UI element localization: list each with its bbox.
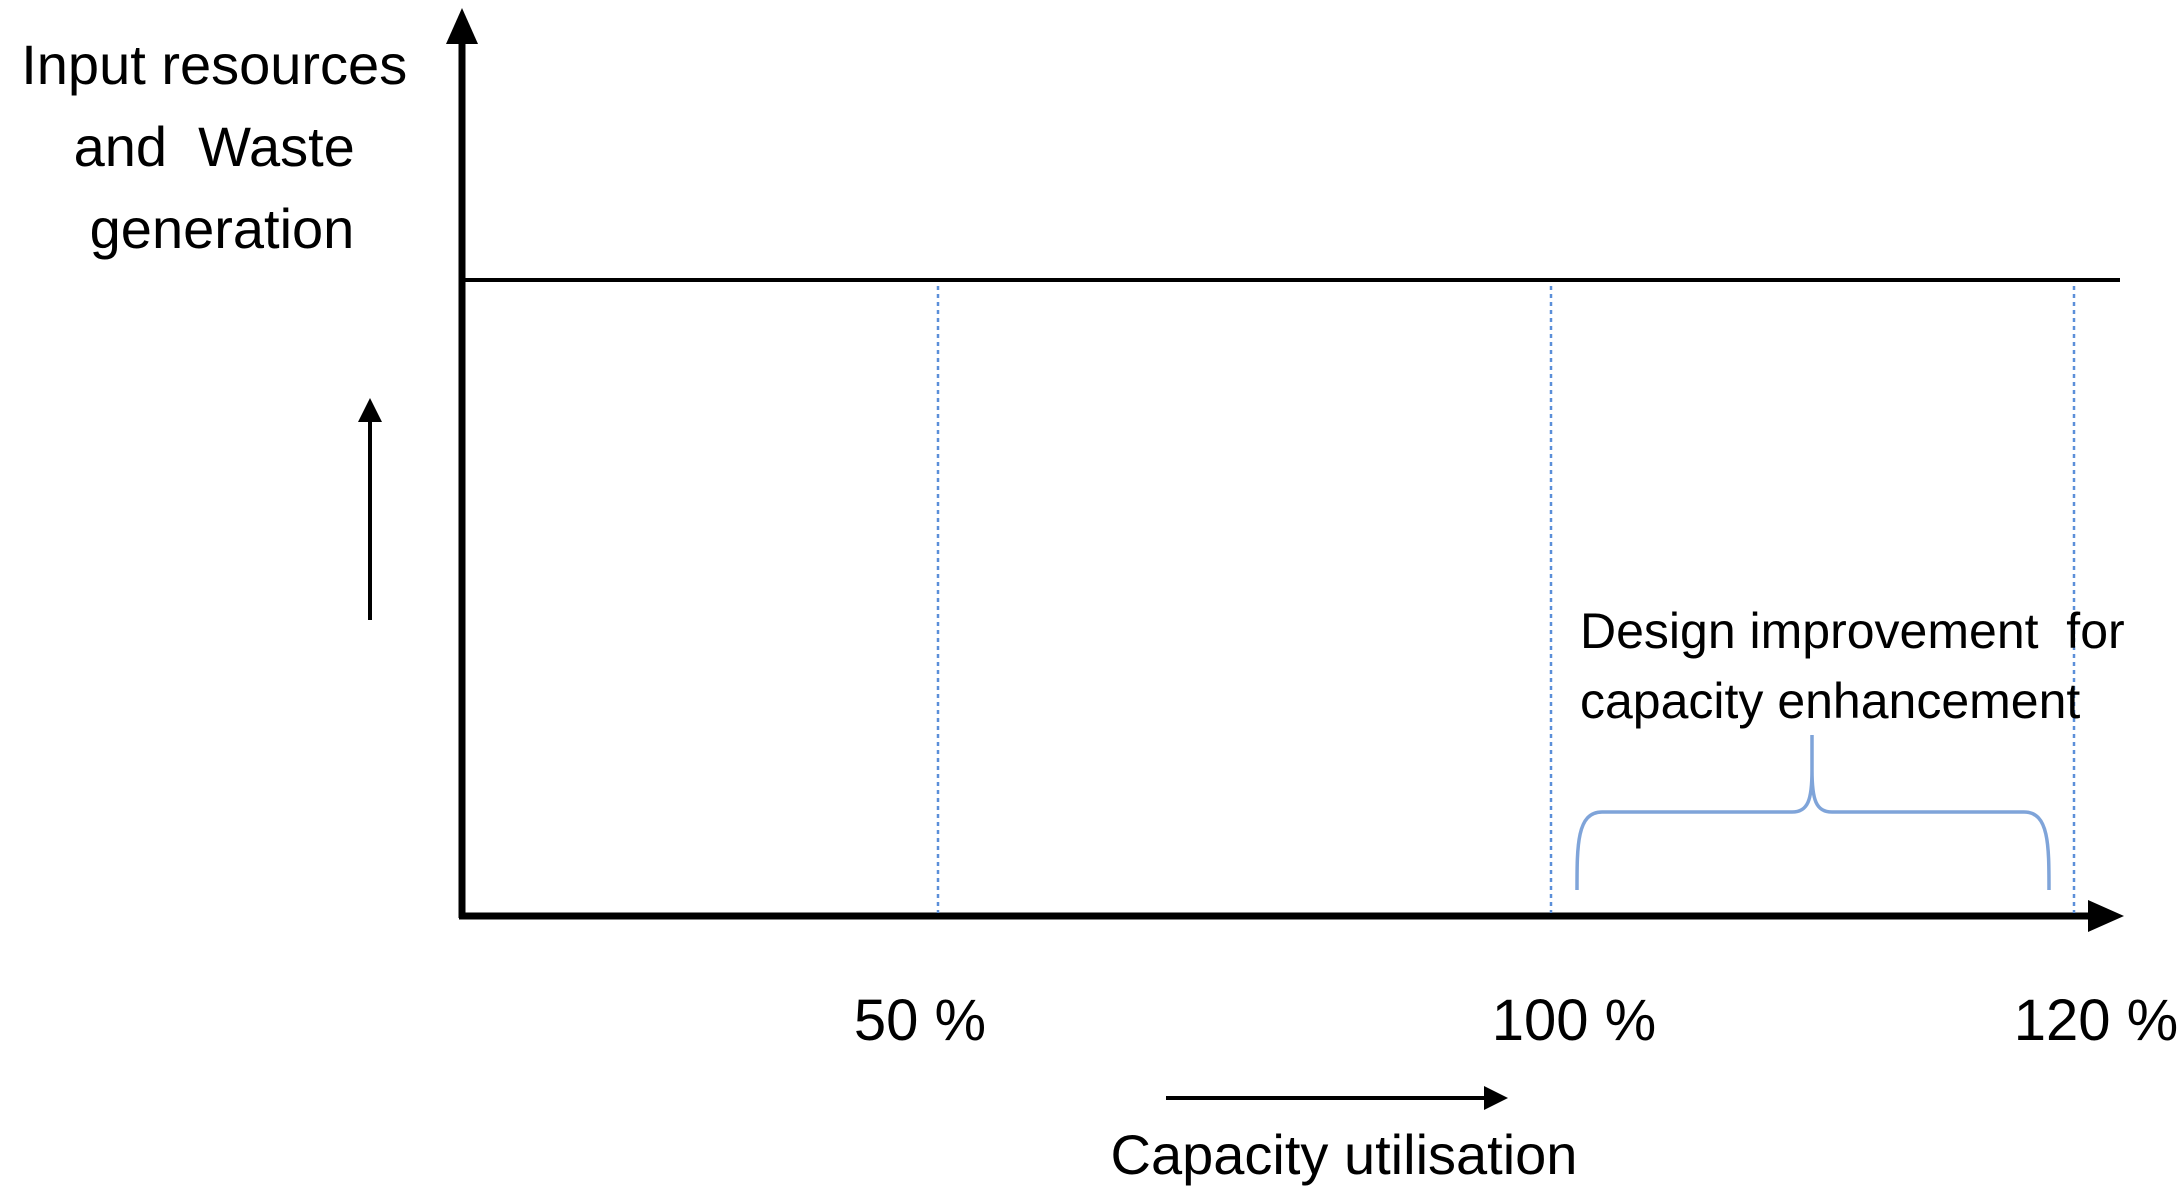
enhancement-range-brace [1575, 735, 2051, 891]
y-axis-label-line-1: Input resources [21, 33, 407, 96]
y-axis-label-line-2: and Waste [74, 115, 355, 178]
annotation-line-2: capacity enhancement [1580, 673, 2080, 729]
y-axis-label-line-3: generation [90, 197, 355, 260]
annotation-line-1: Design improvement for [1580, 603, 2125, 659]
annotation-label: Design improvement for capacity enhancem… [1580, 603, 2139, 729]
x-axis-arrowhead [2088, 900, 2124, 932]
tick-label-120: 120 % [2014, 988, 2178, 1053]
y-axis-label: Input resources and Waste generation [21, 33, 423, 260]
increase-arrow-vertical-head [358, 398, 382, 422]
x-axis-label: Capacity utilisation [1111, 1123, 1578, 1186]
tick-label-100: 100 % [1492, 988, 1656, 1053]
y-axis-arrowhead [446, 8, 478, 44]
increase-arrow-horizontal-head [1484, 1086, 1508, 1110]
tick-label-50: 50 % [854, 988, 986, 1053]
